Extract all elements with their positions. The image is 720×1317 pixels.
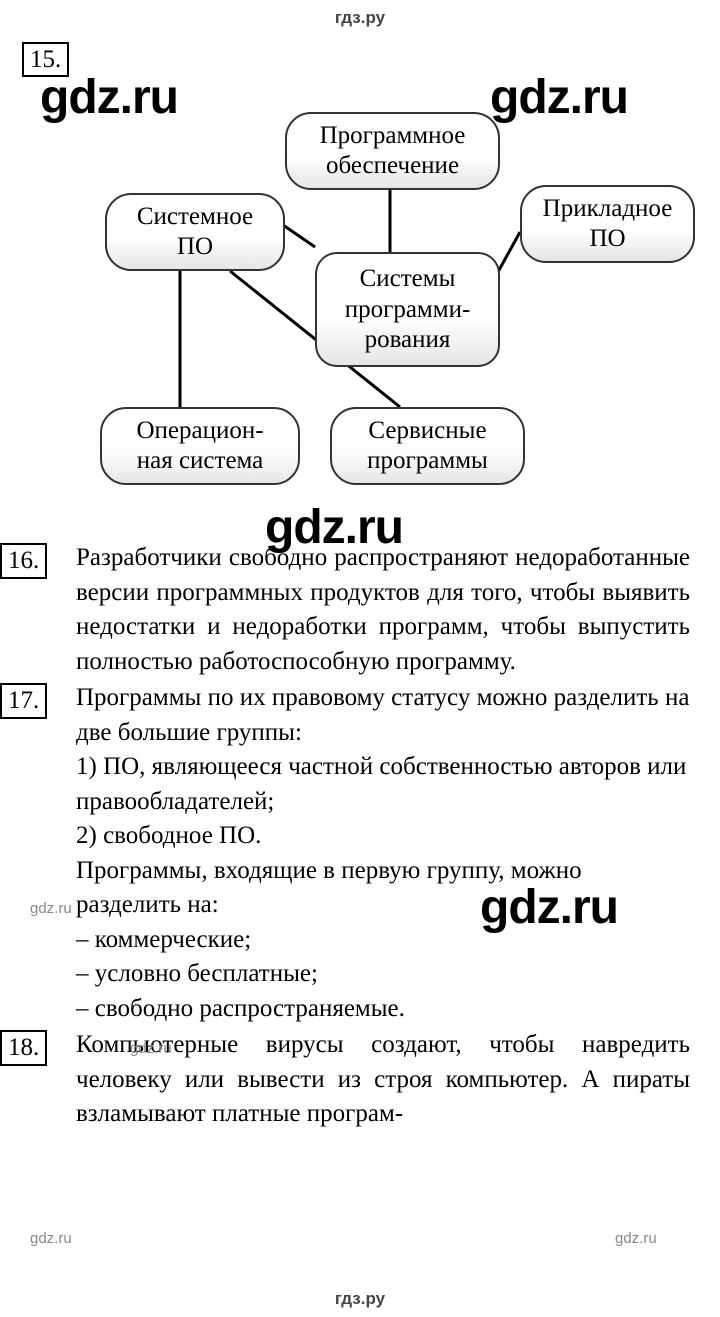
q17-intro: Программы по их правовому статусу можно … bbox=[22, 681, 690, 750]
diagram-node: Операцион-ная система bbox=[100, 407, 300, 485]
question-18: 18. Компьютерные вирусы создают, чтобы н… bbox=[0, 1028, 720, 1132]
page-footer: гдз.ру bbox=[0, 1289, 720, 1309]
q17-d2: – условно бесплатные; bbox=[22, 957, 690, 992]
diagram-node: Системыпрограмми-рования bbox=[315, 252, 500, 367]
diagram-node: Сервисныепрограммы bbox=[330, 407, 525, 485]
question-17: 17. Программы по их правовому статусу мо… bbox=[0, 681, 720, 1026]
diagram-node: Программноеобеспечение bbox=[285, 112, 500, 190]
diagram-node: СистемноеПО bbox=[105, 193, 285, 271]
q16-text: Разработчики свободно распространяют нед… bbox=[22, 541, 690, 679]
diagram-q15: ПрограммноеобеспечениеСистемноеПО Приклад… bbox=[20, 77, 700, 507]
q17-item2: 2) свободное ПО. bbox=[22, 819, 690, 854]
q17-item1: 1) ПО, являющееся частной собственностью… bbox=[22, 750, 690, 819]
q17-number: 17. bbox=[0, 683, 47, 718]
q17-d3: – свободно распространяемые. bbox=[22, 992, 690, 1027]
page-header: гдз.ру bbox=[0, 0, 720, 28]
q18-number: 18. bbox=[0, 1030, 47, 1065]
header-site: гдз.ру bbox=[335, 8, 385, 27]
q18-text: Компьютерные вирусы создают, чтобы навре… bbox=[22, 1028, 690, 1132]
footer-site: гдз.ру bbox=[335, 1289, 385, 1308]
watermark-small: gdz.ru bbox=[615, 1230, 657, 1247]
q17-mid: Программы, входящие в первую группу, мож… bbox=[22, 854, 690, 923]
q16-number: 16. bbox=[0, 543, 47, 578]
question-15: 15. bbox=[0, 42, 720, 77]
watermark-small: gdz.ru bbox=[30, 1230, 72, 1247]
q15-number: 15. bbox=[22, 42, 69, 77]
question-16: 16. Разработчики свободно распространяют… bbox=[0, 541, 720, 679]
diagram-node: ПрикладноеПО bbox=[520, 185, 695, 263]
q17-d1: – коммерческие; bbox=[22, 923, 690, 958]
